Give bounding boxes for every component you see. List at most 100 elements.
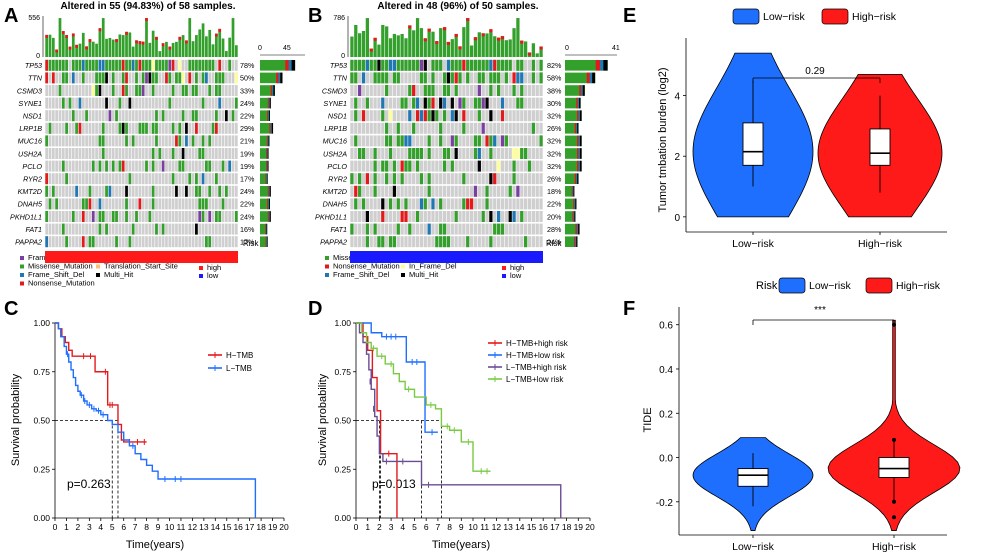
matrix-cell-bg: [178, 110, 182, 122]
matrix-cell-bg: [500, 185, 505, 197]
matrix-cell-bg: [111, 148, 115, 159]
gene-frequency-bar-segment: [291, 60, 296, 71]
matrix-cell-bg: [415, 173, 420, 185]
matrix-cell-bg: [454, 160, 458, 172]
matrix-cell-bg: [105, 122, 108, 134]
mutation-cell: [489, 110, 493, 122]
matrix-cell-bg: [493, 85, 497, 96]
matrix-cell-bg: [400, 236, 404, 248]
matrix-cell-bg: [354, 160, 358, 172]
matrix-cell-bg: [111, 223, 115, 235]
matrix-cell-bg: [535, 185, 539, 197]
matrix-cell-bg: [446, 135, 451, 147]
matrix-cell-bg: [412, 211, 416, 222]
tmb-bar-segment: [527, 52, 532, 56]
x-tick-label: 9: [156, 522, 161, 532]
mutation-cell: [188, 72, 192, 84]
matrix-cell-bg: [138, 97, 142, 109]
gene-frequency-bar-segment: [278, 72, 281, 84]
matrix-cell-bg: [221, 148, 225, 159]
tmb-bar: [178, 36, 182, 57]
matrix-cell-bg: [431, 211, 435, 222]
matrix-cell-bg: [155, 211, 158, 222]
legend-swatch: [401, 264, 405, 269]
tmb-bar: [442, 27, 447, 57]
matrix-cell-bg: [446, 211, 451, 222]
tmb-bar: [185, 40, 188, 57]
matrix-cell-bg: [175, 211, 178, 222]
matrix-cell-bg: [45, 148, 49, 159]
matrix-cell-bg: [377, 148, 381, 159]
matrix-cell-bg: [231, 97, 235, 109]
matrix-cell-bg: [516, 160, 520, 172]
matrix-cell-bg: [205, 122, 208, 134]
matrix-cell-bg: [108, 236, 112, 248]
matrix-cell-bg: [51, 211, 55, 222]
matrix-cell-bg: [78, 135, 82, 147]
gene-frequency-bar: [260, 97, 271, 109]
gene-frequency-bar-segment: [575, 236, 577, 247]
alteration-percent: 30%: [547, 99, 562, 108]
matrix-cell-bg: [175, 122, 178, 134]
matrix-cell-bg: [125, 97, 128, 109]
matrix-cell-bg: [188, 185, 192, 197]
gene-frequency-bar-segment: [268, 110, 270, 121]
mutation-cell: [512, 160, 516, 172]
matrix-cell-bg: [151, 110, 155, 122]
mutation-cell: [485, 59, 489, 71]
gene-label: PCLO: [327, 162, 347, 171]
matrix-cell-bg: [388, 185, 393, 197]
tmb-bar-segment: [68, 46, 72, 50]
mutation-cell: [218, 97, 222, 109]
matrix-cell-bg: [215, 236, 218, 248]
gene-frequency-bar: [565, 110, 582, 121]
matrix-cell-bg: [454, 198, 458, 210]
matrix-cell-bg: [350, 110, 354, 122]
matrix-cell-bg: [111, 236, 115, 248]
mutation-cell: [419, 110, 424, 122]
mutation-cell: [105, 160, 108, 172]
mutation-cell: [427, 110, 431, 122]
matrix-cell-bg: [477, 173, 481, 185]
matrix-cell-bg: [201, 122, 205, 134]
box-body: [742, 122, 764, 166]
matrix-cell-bg: [111, 135, 115, 147]
mutation-cell: [95, 59, 98, 71]
mutation-cell: [489, 72, 493, 84]
matrix-cell-bg: [45, 122, 49, 134]
legend-label: H−TMB+low risk: [506, 351, 566, 360]
matrix-cell-bg: [75, 236, 78, 248]
outlier-point: [892, 437, 896, 442]
matrix-cell-bg: [358, 198, 362, 210]
mutation-cell: [462, 173, 466, 185]
matrix-cell-bg: [85, 223, 88, 235]
matrix-cell-bg: [473, 85, 478, 96]
matrix-cell-bg: [145, 85, 148, 96]
matrix-cell-bg: [55, 211, 59, 222]
tmb-bar: [55, 49, 59, 57]
x-tick-label: 2: [76, 522, 81, 532]
gene-frequency-bar-segment: [579, 135, 582, 147]
tmb-bar: [354, 24, 358, 58]
matrix-cell-bg: [508, 148, 512, 159]
mutation-cell: [350, 223, 354, 235]
matrix-cell-bg: [218, 160, 222, 172]
matrix-cell-bg: [350, 185, 354, 197]
matrix-cell-bg: [450, 223, 454, 235]
mutation-cell: [485, 97, 489, 109]
risk-annotation-bar: [350, 251, 543, 263]
matrix-cell-bg: [161, 173, 165, 185]
matrix-cell-bg: [188, 110, 192, 122]
matrix-cell-bg: [141, 97, 145, 109]
matrix-cell-bg: [361, 160, 366, 172]
matrix-cell-bg: [198, 160, 202, 172]
matrix-cell-bg: [508, 160, 512, 172]
gene-frequency-bar-segment: [265, 223, 266, 235]
matrix-cell-bg: [466, 211, 470, 222]
legend-label: Multi_Hit: [409, 270, 439, 279]
matrix-cell-bg: [354, 211, 358, 222]
matrix-cell-bg: [462, 185, 466, 197]
matrix-cell-bg: [539, 185, 543, 197]
mutation-cell: [469, 59, 474, 71]
matrix-cell-bg: [135, 122, 138, 134]
